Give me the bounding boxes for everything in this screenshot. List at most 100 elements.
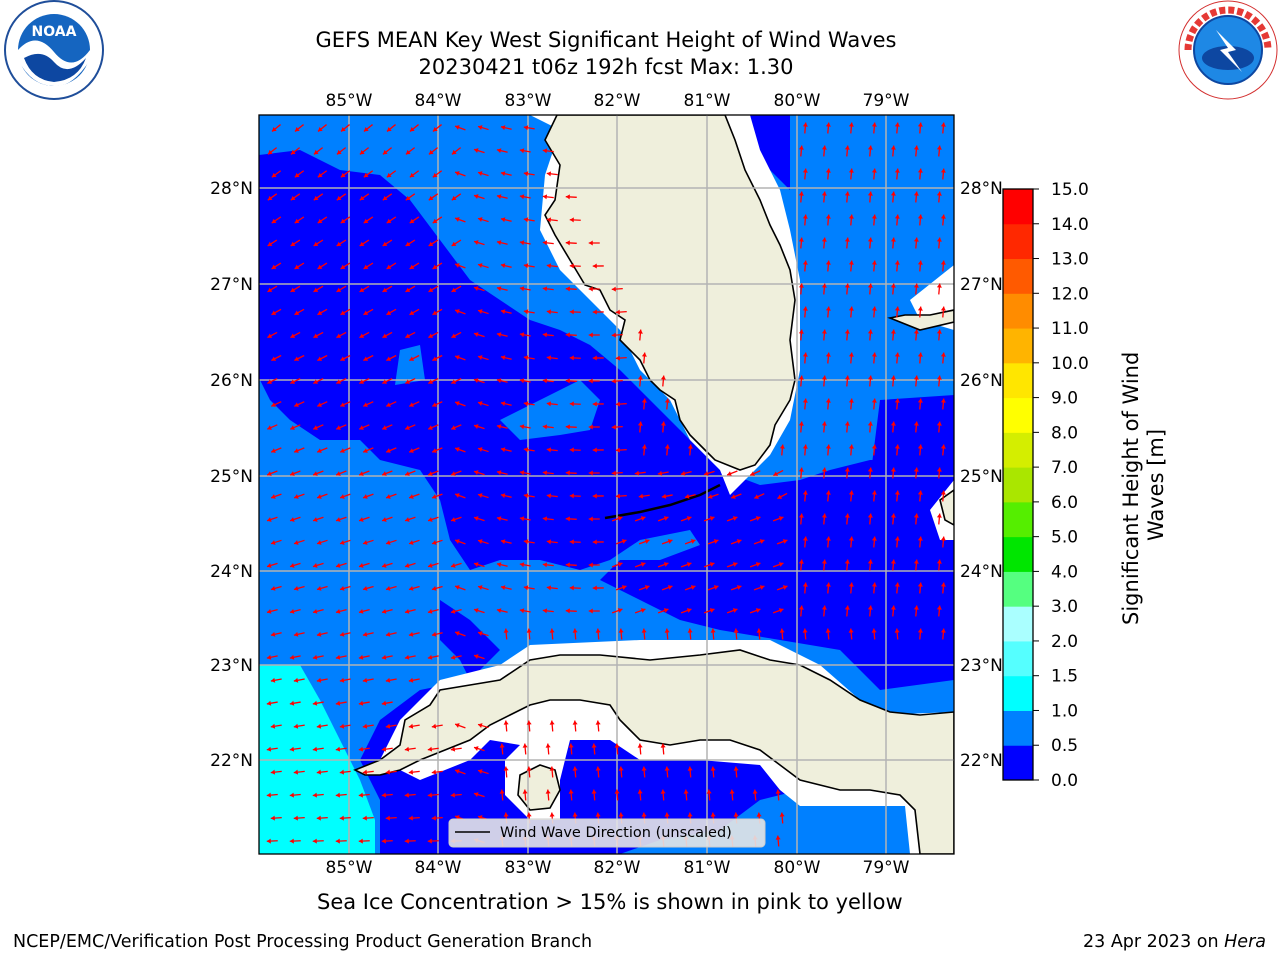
wave-direction-arrow	[473, 378, 485, 384]
wave-direction-arrow	[408, 631, 420, 637]
wave-direction-arrow	[615, 585, 627, 591]
wave-direction-arrow	[565, 562, 577, 568]
lon-tick-top: 81°W	[684, 91, 731, 111]
wave-direction-arrow	[752, 789, 758, 801]
wave-direction-arrow	[634, 608, 646, 614]
wave-direction-arrow	[894, 582, 900, 594]
wave-direction-arrow	[546, 355, 558, 361]
wave-direction-arrow	[871, 582, 877, 594]
wave-direction-arrow	[362, 447, 374, 453]
wave-direction-arrow	[362, 815, 374, 821]
noaa-logo-icon: NOAA	[4, 0, 104, 100]
wave-direction-arrow	[703, 608, 715, 614]
wave-direction-arrow	[917, 536, 923, 548]
wave-direction-arrow	[913, 145, 919, 157]
wave-direction-arrow	[894, 168, 900, 180]
legend-label: Wind Wave Direction (unscaled)	[500, 825, 732, 841]
wave-direction-arrow	[500, 217, 512, 223]
wave-direction-arrow	[588, 562, 600, 568]
wave-direction-arrow	[267, 285, 278, 293]
wave-direction-arrow	[890, 421, 896, 433]
wave-direction-arrow	[890, 559, 896, 571]
wave-direction-arrow	[427, 562, 439, 568]
wave-direction-arrow	[638, 493, 650, 499]
wave-direction-arrow	[615, 447, 627, 453]
wave-direction-arrow	[477, 217, 489, 223]
wave-direction-arrow	[316, 401, 328, 407]
wave-direction-arrow	[293, 769, 305, 775]
wave-direction-arrow	[867, 283, 873, 295]
wave-direction-arrow	[730, 493, 742, 499]
wave-direction-arrow	[867, 237, 873, 249]
lat-tick-left: 23°N	[210, 656, 253, 676]
wave-direction-arrow	[499, 789, 505, 801]
wave-direction-arrow	[473, 240, 485, 246]
wave-direction-arrow	[451, 378, 462, 384]
wave-direction-arrow	[526, 766, 532, 778]
colorbar: 0.0 0.5 1.0 1.5 2.0 3.0 4.0 5.0 6.0 7.0 8.0 9.0 10.0…	[1002, 180, 1089, 791]
wave-direction-arrow	[917, 122, 923, 134]
wave-direction-arrow	[340, 170, 351, 178]
wave-direction-arrow	[477, 309, 489, 315]
wave-direction-arrow	[382, 331, 393, 339]
wave-direction-arrow	[522, 789, 528, 801]
lon-tick-bottom: 79°W	[863, 858, 910, 878]
wave-direction-arrow	[294, 262, 305, 270]
wave-direction-arrow	[359, 331, 370, 339]
colorbar-segment	[1003, 640, 1033, 677]
wave-direction-arrow	[270, 539, 282, 545]
land-bahamas	[887, 309, 954, 331]
wave-direction-arrow	[409, 124, 419, 132]
wave-direction-arrow	[270, 723, 282, 729]
wave-direction-arrow	[913, 237, 919, 249]
wave-direction-arrow	[890, 191, 896, 203]
wave-direction-arrow	[523, 263, 535, 269]
wave-direction-arrow	[572, 628, 578, 640]
wave-direction-arrow	[844, 329, 850, 341]
colorbar-segment	[1003, 606, 1033, 642]
colorbar-tick-label: 8.0	[1051, 423, 1078, 443]
wave-direction-arrow	[776, 585, 788, 591]
wave-direction-arrow	[267, 331, 278, 339]
wave-direction-arrow	[825, 444, 831, 456]
wave-direction-arrow	[726, 562, 738, 568]
wave-direction-arrow	[890, 605, 896, 617]
colorbar-tick-label: 12.0	[1051, 284, 1089, 304]
wave-direction-arrow	[890, 145, 896, 157]
wave-direction-arrow	[802, 168, 808, 180]
wave-direction-arrow	[316, 769, 328, 775]
lat-tick-right: 27°N	[960, 275, 1003, 295]
wave-direction-arrow	[549, 720, 555, 732]
wave-direction-arrow	[568, 743, 574, 755]
wave-direction-arrow	[657, 562, 669, 568]
wave-direction-arrow	[657, 516, 669, 522]
wave-direction-arrow	[523, 171, 535, 177]
wave-direction-arrow	[798, 513, 804, 525]
wave-direction-arrow	[313, 378, 324, 384]
wave-direction-arrow	[289, 700, 301, 706]
wave-direction-arrow	[290, 193, 301, 201]
wave-direction-arrow	[454, 631, 466, 637]
wave-direction-arrow	[595, 720, 601, 732]
wave-direction-arrow	[871, 628, 877, 640]
wave-direction-arrow	[500, 539, 512, 545]
wave-direction-arrow	[936, 559, 942, 571]
wave-direction-arrow	[408, 493, 420, 499]
wave-direction-arrow	[526, 720, 532, 732]
wave-direction-arrow	[542, 332, 554, 338]
wave-direction-arrow	[404, 792, 416, 798]
wave-direction-arrow	[707, 493, 719, 499]
wave-direction-arrow	[611, 424, 623, 430]
wave-direction-arrow	[477, 125, 489, 131]
wave-direction-arrow	[359, 147, 370, 155]
wave-direction-arrow	[454, 309, 466, 315]
wave-direction-arrow	[339, 631, 351, 637]
colorbar-segment	[1003, 362, 1033, 399]
wave-direction-arrow	[382, 193, 393, 201]
wave-direction-arrow	[385, 585, 397, 591]
wave-direction-arrow	[293, 631, 305, 637]
wave-direction-arrow	[385, 539, 397, 545]
colorbar-tick-label: 11.0	[1051, 319, 1089, 339]
wave-field-mid-patch-2	[500, 380, 600, 440]
wave-direction-arrow	[611, 332, 623, 338]
